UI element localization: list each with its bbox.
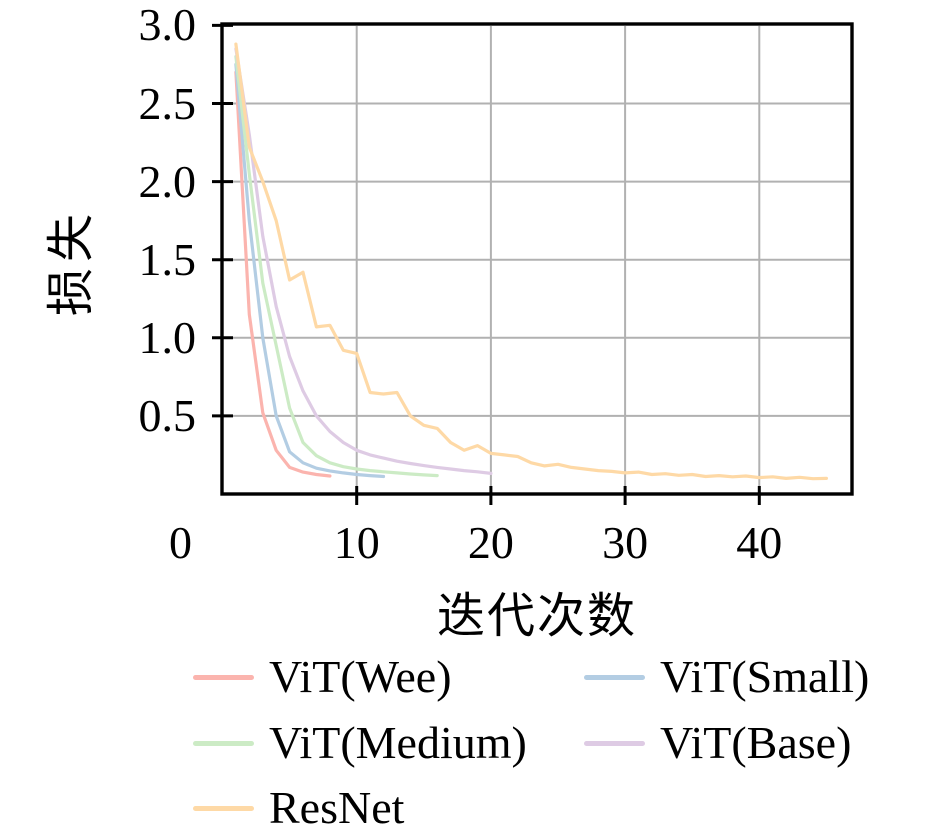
y-tick-label: 0.5 xyxy=(138,389,197,441)
x-tick-label: 10 xyxy=(333,517,380,568)
legend-entry-resnet: ResNet xyxy=(193,782,404,832)
x-tick-label: 30 xyxy=(602,517,649,568)
series-line-vit-medium- xyxy=(234,54,439,478)
legend-label: ViT(Base) xyxy=(660,717,852,768)
legend-label: ViT(Medium) xyxy=(269,717,527,768)
y-tick-label: 2.5 xyxy=(138,77,197,129)
legend-label: ResNet xyxy=(269,782,405,832)
series-line-resnet xyxy=(234,42,829,481)
y-tick-label: 3.0 xyxy=(138,0,197,51)
x-axis-title: 迭代次数 xyxy=(436,590,637,643)
y-tick-label: 2.0 xyxy=(138,155,197,207)
series-line-vit-small- xyxy=(234,62,386,479)
series-line-vit-wee- xyxy=(234,70,332,478)
legend-line-swatch xyxy=(584,740,645,746)
x-tick-label: 0 xyxy=(169,517,192,568)
legend-entry-vit-wee-: ViT(Wee) xyxy=(193,651,452,703)
legend-line-swatch xyxy=(193,740,254,746)
legend-label: ViT(Small) xyxy=(660,651,870,702)
x-tick-label: 20 xyxy=(467,517,514,568)
series-line-vit-base- xyxy=(234,47,493,475)
legend-entry-vit-medium-: ViT(Medium) xyxy=(193,717,527,769)
legend-line-swatch xyxy=(584,674,645,680)
legend-label: ViT(Wee) xyxy=(269,651,452,702)
legend-entry-vit-small-: ViT(Small) xyxy=(584,651,869,703)
legend-line-swatch xyxy=(193,674,254,680)
y-tick-label: 1.0 xyxy=(138,311,197,363)
y-tick-label: 1.5 xyxy=(138,233,197,285)
x-tick-label: 40 xyxy=(736,517,783,568)
plot-border xyxy=(220,22,854,496)
legend-line-swatch xyxy=(193,805,254,811)
legend-entry-vit-base-: ViT(Base) xyxy=(584,717,851,769)
